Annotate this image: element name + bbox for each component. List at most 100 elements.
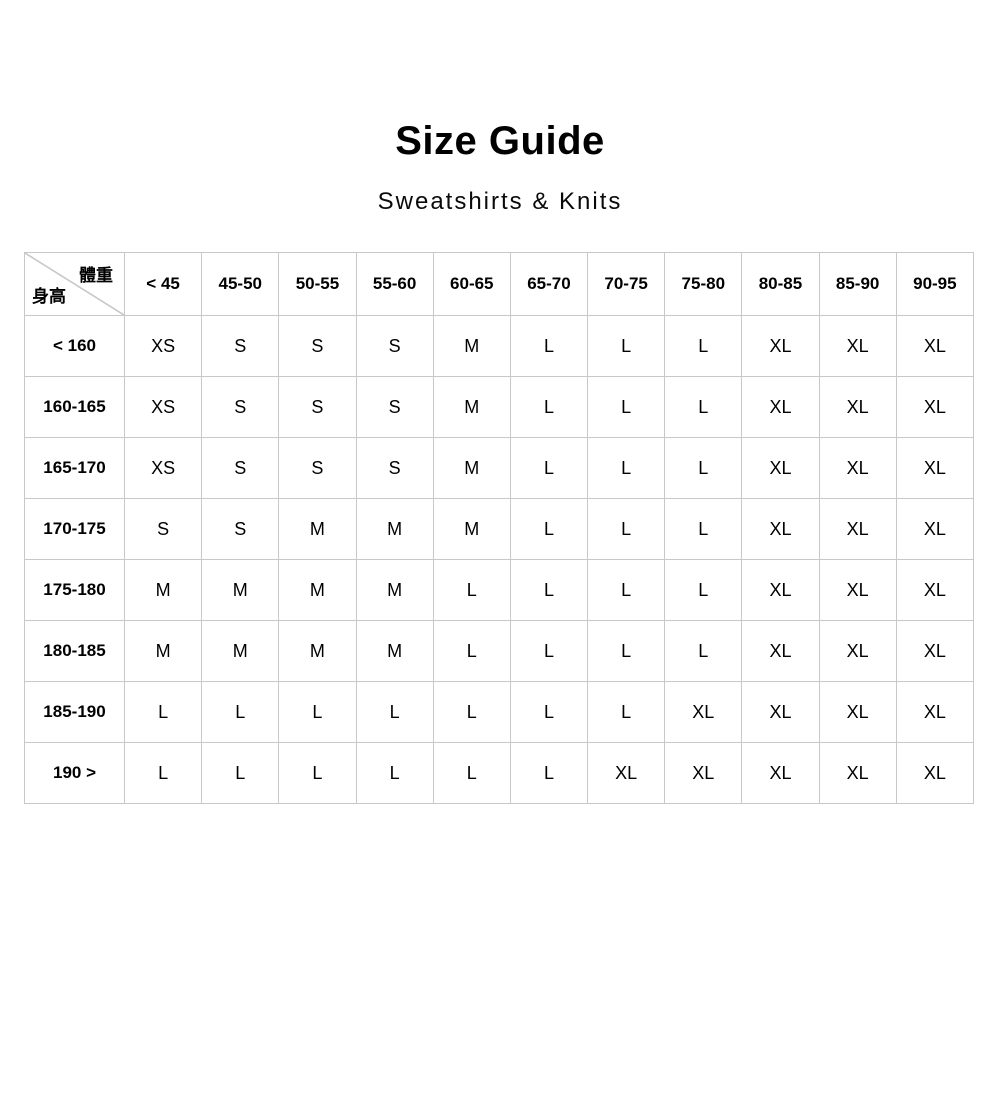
size-cell: XL xyxy=(895,376,975,438)
size-cell: L xyxy=(509,681,589,743)
size-cell: XL xyxy=(741,376,820,438)
size-cell: L xyxy=(123,681,203,743)
size-cell: M xyxy=(123,620,203,682)
size-cell: XL xyxy=(895,559,975,621)
table-row: 170-175 S S M M M L L L XL XL XL xyxy=(24,498,975,560)
size-cell: L xyxy=(664,315,743,377)
size-cell: XL xyxy=(664,742,743,804)
size-cell: L xyxy=(587,498,666,560)
size-cell: L xyxy=(664,437,743,499)
weight-column-header: 90-95 xyxy=(895,252,975,316)
weight-column-header: 75-80 xyxy=(664,252,743,316)
size-cell: S xyxy=(123,498,203,560)
size-cell: S xyxy=(201,315,280,377)
size-cell: L xyxy=(278,681,357,743)
size-cell: XL xyxy=(818,437,897,499)
size-cell: L xyxy=(664,620,743,682)
size-cell: M xyxy=(278,620,357,682)
size-guide-table: 體重 身高 < 45 45-50 50-55 55-60 60-65 65-70 70-75… xyxy=(24,252,975,804)
table-row: 175-180 M M M M L L L L XL XL XL xyxy=(24,559,975,621)
size-cell: S xyxy=(278,376,357,438)
size-cell: XL xyxy=(818,620,897,682)
size-cell: XL xyxy=(741,498,820,560)
weight-column-header: 80-85 xyxy=(741,252,820,316)
size-cell: S xyxy=(355,376,434,438)
size-cell: L xyxy=(355,742,434,804)
size-cell: L xyxy=(201,742,280,804)
page-subtitle: Sweatshirts & Knits xyxy=(377,188,623,215)
size-cell: XL xyxy=(895,681,975,743)
size-cell: L xyxy=(587,559,666,621)
size-cell: L xyxy=(355,681,434,743)
size-cell: XL xyxy=(895,620,975,682)
size-cell: L xyxy=(587,315,666,377)
size-cell: L xyxy=(664,498,743,560)
size-cell: M xyxy=(432,498,511,560)
size-cell: XS xyxy=(123,437,203,499)
size-cell: S xyxy=(278,437,357,499)
size-cell: XL xyxy=(587,742,666,804)
size-cell: L xyxy=(432,681,511,743)
size-cell: L xyxy=(587,620,666,682)
size-cell: XL xyxy=(741,315,820,377)
size-cell: M xyxy=(432,437,511,499)
size-cell: L xyxy=(123,742,203,804)
height-row-header: 160-165 xyxy=(24,376,125,438)
size-cell: L xyxy=(587,437,666,499)
size-cell: M xyxy=(432,315,511,377)
size-cell: L xyxy=(587,681,666,743)
size-cell: XL xyxy=(818,498,897,560)
size-cell: L xyxy=(509,498,589,560)
size-cell: L xyxy=(509,376,589,438)
table-row: 165-170 XS S S S M L L L XL XL XL xyxy=(24,437,975,499)
size-cell: XL xyxy=(818,559,897,621)
weight-column-header: 45-50 xyxy=(201,252,280,316)
weight-column-header: 50-55 xyxy=(278,252,357,316)
table-row: 190 > L L L L L L XL XL XL XL XL xyxy=(24,742,975,804)
table-header-row: 體重 身高 < 45 45-50 50-55 55-60 60-65 65-70 70-75… xyxy=(24,252,975,316)
size-cell: M xyxy=(201,620,280,682)
table-row: 185-190 L L L L L L L XL XL XL XL xyxy=(24,681,975,743)
size-cell: S xyxy=(201,498,280,560)
size-cell: M xyxy=(123,559,203,621)
size-cell: XL xyxy=(818,681,897,743)
size-cell: S xyxy=(201,376,280,438)
height-row-header: < 160 xyxy=(24,315,125,377)
size-cell: L xyxy=(664,376,743,438)
height-row-header: 170-175 xyxy=(24,498,125,560)
size-cell: M xyxy=(355,498,434,560)
size-cell: XL xyxy=(818,376,897,438)
weight-column-header: 65-70 xyxy=(509,252,589,316)
page-title: Size Guide xyxy=(395,119,605,163)
size-cell: L xyxy=(432,620,511,682)
size-cell: S xyxy=(355,315,434,377)
size-cell: L xyxy=(201,681,280,743)
height-row-header: 185-190 xyxy=(24,681,125,743)
corner-weight-label: 體重 xyxy=(79,266,113,285)
size-cell: L xyxy=(432,559,511,621)
weight-column-header: 60-65 xyxy=(432,252,511,316)
corner-height-label: 身高 xyxy=(32,287,66,306)
size-cell: S xyxy=(355,437,434,499)
diagonal-line xyxy=(25,253,124,315)
size-cell: L xyxy=(432,742,511,804)
size-cell: M xyxy=(432,376,511,438)
height-row-header: 180-185 xyxy=(24,620,125,682)
size-cell: XL xyxy=(741,437,820,499)
size-cell: L xyxy=(278,742,357,804)
weight-column-header: < 45 xyxy=(123,252,203,316)
weight-column-header: 85-90 xyxy=(818,252,897,316)
size-cell: XL xyxy=(741,559,820,621)
size-cell: S xyxy=(278,315,357,377)
table-row: 160-165 XS S S S M L L L XL XL XL xyxy=(24,376,975,438)
size-cell: XL xyxy=(895,742,975,804)
size-cell: XL xyxy=(741,620,820,682)
height-row-header: 175-180 xyxy=(24,559,125,621)
size-cell: S xyxy=(201,437,280,499)
size-cell: XL xyxy=(741,681,820,743)
size-cell: XL xyxy=(741,742,820,804)
size-cell: L xyxy=(509,559,589,621)
weight-column-header: 55-60 xyxy=(355,252,434,316)
size-cell: M xyxy=(355,620,434,682)
size-cell: M xyxy=(201,559,280,621)
